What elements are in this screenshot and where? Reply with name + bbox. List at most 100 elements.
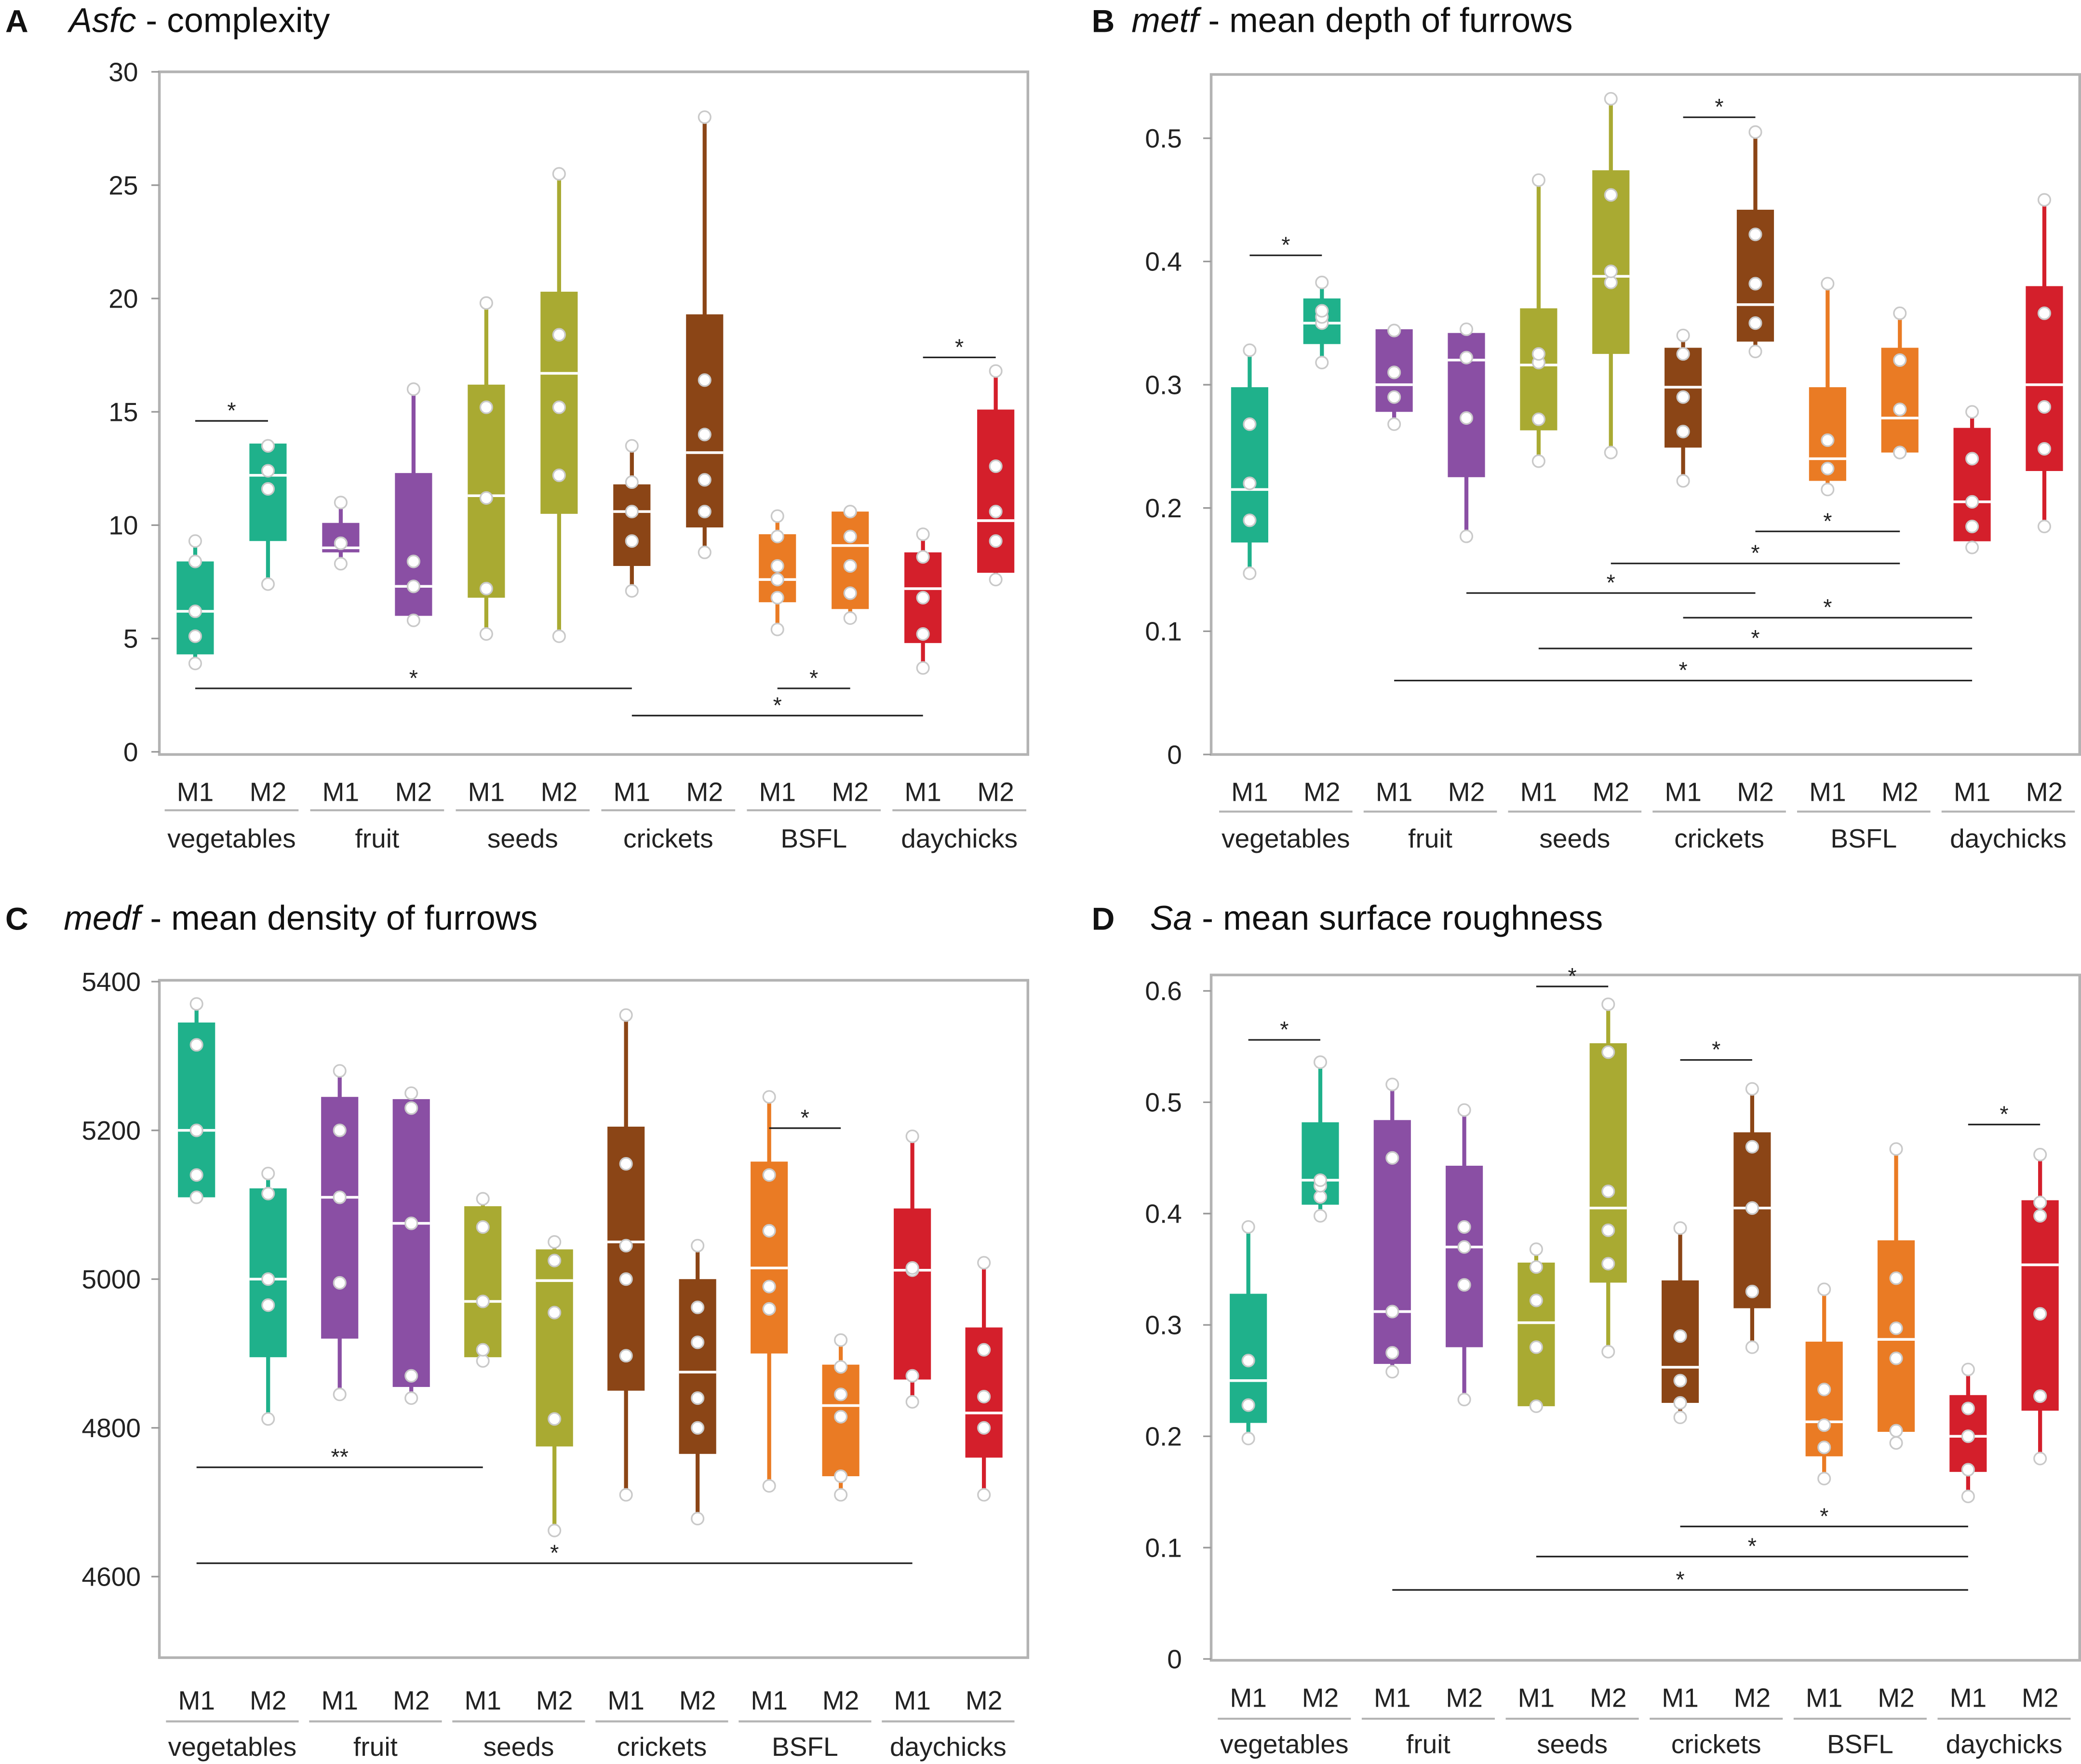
title-italic: metf [1131, 1, 1202, 40]
data-point [619, 1008, 633, 1022]
data-point [1676, 425, 1690, 439]
box-crickets-m2 [686, 110, 724, 559]
data-point [188, 604, 202, 619]
data-point [691, 1511, 705, 1526]
box-body [321, 1097, 359, 1339]
y-tick-label: 0 [123, 737, 138, 767]
box-body [977, 409, 1015, 573]
data-point [476, 1220, 490, 1234]
data-point [404, 1369, 418, 1383]
data-point [188, 534, 202, 548]
data-point [762, 1302, 776, 1316]
box-body [686, 314, 724, 528]
box-body [1805, 1341, 1843, 1456]
data-point [2037, 193, 2052, 207]
group-label: BSFL [780, 823, 847, 853]
data-point [1313, 1173, 1328, 1187]
y-tick-label: 15 [108, 397, 138, 427]
plot-frame [1209, 973, 2081, 1662]
data-point [1889, 1436, 1903, 1450]
box-vegetables-m2 [1303, 275, 1341, 370]
significance-label: * [1676, 1567, 1684, 1592]
data-point [261, 1412, 275, 1426]
method-label: M2 [686, 777, 724, 807]
box-body [395, 473, 432, 616]
group-label: crickets [1674, 823, 1764, 853]
method-label: M2 [395, 777, 432, 807]
data-point [1385, 1151, 1399, 1165]
box-body [178, 1022, 215, 1198]
significance-label: * [801, 1105, 809, 1131]
data-point [843, 529, 857, 543]
group-label: vegetables [1222, 823, 1350, 853]
plot-frame [158, 70, 1030, 756]
data-point [770, 622, 784, 636]
box-body [1733, 1132, 1771, 1308]
y-tick-label: 0.2 [1145, 1422, 1182, 1452]
method-label: M1 [1954, 777, 1991, 807]
group-label: daychicks [1946, 1729, 2063, 1759]
data-point [1459, 322, 1474, 337]
data-point [977, 1421, 991, 1435]
data-point [1889, 1142, 1903, 1156]
box-daychicks-m2 [977, 364, 1015, 587]
data-point [552, 468, 566, 482]
data-point [698, 545, 712, 559]
box-daychicks-m2 [965, 1256, 1003, 1502]
data-point [2033, 1196, 2047, 1210]
y-tick-label: 0 [1167, 740, 1182, 769]
data-point [625, 505, 639, 519]
data-point [977, 1343, 991, 1357]
box-seeds-m1 [1517, 1242, 1555, 1413]
data-point [1529, 1260, 1543, 1274]
data-point [1604, 445, 1618, 459]
data-point [619, 1239, 633, 1252]
box-BSFL-m2 [1877, 1142, 1915, 1450]
data-point [1243, 476, 1257, 490]
box-daychicks-m2 [2021, 1147, 2059, 1466]
group-label: crickets [617, 1732, 707, 1762]
significance-label: * [227, 398, 236, 423]
method-label: M2 [977, 777, 1014, 807]
data-point [406, 382, 420, 396]
significance-label: * [773, 693, 782, 718]
y-tick-label: 0.1 [1145, 1533, 1182, 1562]
data-point [698, 110, 712, 124]
box-vegetables-m1 [178, 997, 215, 1204]
data-point [2033, 1147, 2047, 1161]
data-point [989, 364, 1003, 378]
data-point [1243, 566, 1257, 580]
data-point [1313, 1190, 1328, 1204]
y-tick-label: 20 [108, 283, 138, 313]
significance-label: * [1823, 595, 1832, 620]
box-body [894, 1208, 931, 1380]
data-point [1457, 1220, 1471, 1234]
data-point [1457, 1392, 1471, 1407]
box-body [1517, 1262, 1555, 1406]
group-label: vegetables [168, 1732, 296, 1762]
method-label: M2 [679, 1685, 716, 1715]
data-point [189, 1038, 203, 1052]
box-crickets-m1 [1661, 1221, 1699, 1425]
group-label: crickets [623, 823, 713, 853]
y-tick-label: 5000 [81, 1265, 141, 1294]
data-point [625, 534, 639, 548]
data-point [1604, 275, 1618, 289]
y-tick-label: 0.3 [1145, 1310, 1182, 1340]
method-label: M1 [1374, 1683, 1411, 1712]
significance-label: * [955, 335, 964, 360]
data-point [188, 554, 202, 568]
box-daychicks-m2 [2026, 193, 2063, 534]
data-point [479, 491, 493, 505]
box-body [2021, 1200, 2059, 1411]
method-label: M2 [1881, 777, 1919, 807]
box-fruit-m1 [1373, 1077, 1411, 1379]
significance-label: * [1281, 232, 1290, 257]
box-vegetables-m1 [1230, 1220, 1267, 1445]
data-point [916, 591, 930, 605]
data-point [476, 1192, 490, 1206]
data-point [261, 1298, 275, 1312]
data-point [1459, 529, 1474, 543]
data-point [1601, 1045, 1615, 1059]
panel-letter: A [5, 3, 28, 39]
